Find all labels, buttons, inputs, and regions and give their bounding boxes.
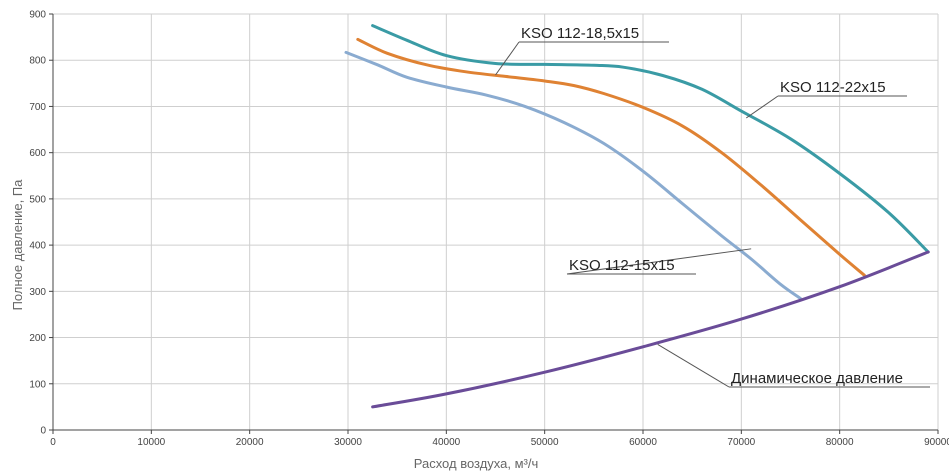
series-line-kso-22x15 — [371, 24, 930, 254]
callout-kso-15x15: KSO 112-15x15 — [566, 248, 752, 275]
y-tick-label: 600 — [29, 148, 46, 159]
y-tick-label: 900 — [29, 10, 46, 21]
x-tick-label: 10000 — [137, 437, 165, 448]
y-tick-label: 400 — [29, 241, 46, 252]
y-tick-label: 200 — [29, 333, 46, 344]
callout-kso-22x15: KSO 112-22x15 — [745, 79, 907, 119]
x-tick-label: 40000 — [432, 437, 460, 448]
y-tick-label: 0 — [40, 426, 46, 437]
x-tick-label: 70000 — [727, 437, 755, 448]
series-line-kso-15x15 — [344, 50, 802, 300]
y-axis-title: Полное давление, Па — [10, 179, 25, 311]
y-tick-label: 300 — [29, 287, 46, 298]
axes — [49, 13, 939, 434]
callout-leader-line — [657, 344, 730, 388]
callout-label: KSO 112-15x15 — [569, 257, 675, 274]
callout-kso-18-5x15: KSO 112-18,5x15 — [495, 25, 669, 76]
y-tick-label: 500 — [29, 194, 46, 205]
callout-leader-line — [566, 248, 752, 275]
y-tick-label: 700 — [29, 102, 46, 113]
x-tick-label: 0 — [50, 437, 56, 448]
series-line-kso-18-5x15 — [356, 37, 866, 277]
x-tick-label: 30000 — [334, 437, 362, 448]
x-tick-label: 50000 — [531, 437, 559, 448]
x-tick-labels: 0 10000 20000 30000 40000 50000 60000 70000 8000… — [50, 437, 949, 448]
callout-leader-line — [495, 41, 520, 76]
x-tick-label: 80000 — [826, 437, 854, 448]
y-tick-label: 800 — [29, 56, 46, 67]
series-line-dynamic-pressure — [371, 250, 930, 409]
callout-label: KSO 112-18,5x15 — [521, 25, 639, 42]
callout-dynamic-pressure: Динамическое давление — [657, 344, 930, 388]
callout-leader-line — [745, 95, 779, 119]
x-axis-title: Расход воздуха, м³/ч — [414, 456, 539, 471]
callout-label: KSO 112-22x15 — [780, 79, 886, 96]
y-tick-labels: 0 100 200 300 400 500 600 700 800 900 — [29, 10, 46, 437]
series-lines — [344, 24, 930, 409]
x-tick-label: 60000 — [629, 437, 657, 448]
y-tick-label: 100 — [29, 379, 46, 390]
x-tick-label: 20000 — [236, 437, 264, 448]
series-callouts: KSO 112-22x15 KSO 112-18,5x15 KSO 112-15x1… — [495, 25, 930, 388]
callout-label: Динамическое давление — [731, 370, 903, 387]
